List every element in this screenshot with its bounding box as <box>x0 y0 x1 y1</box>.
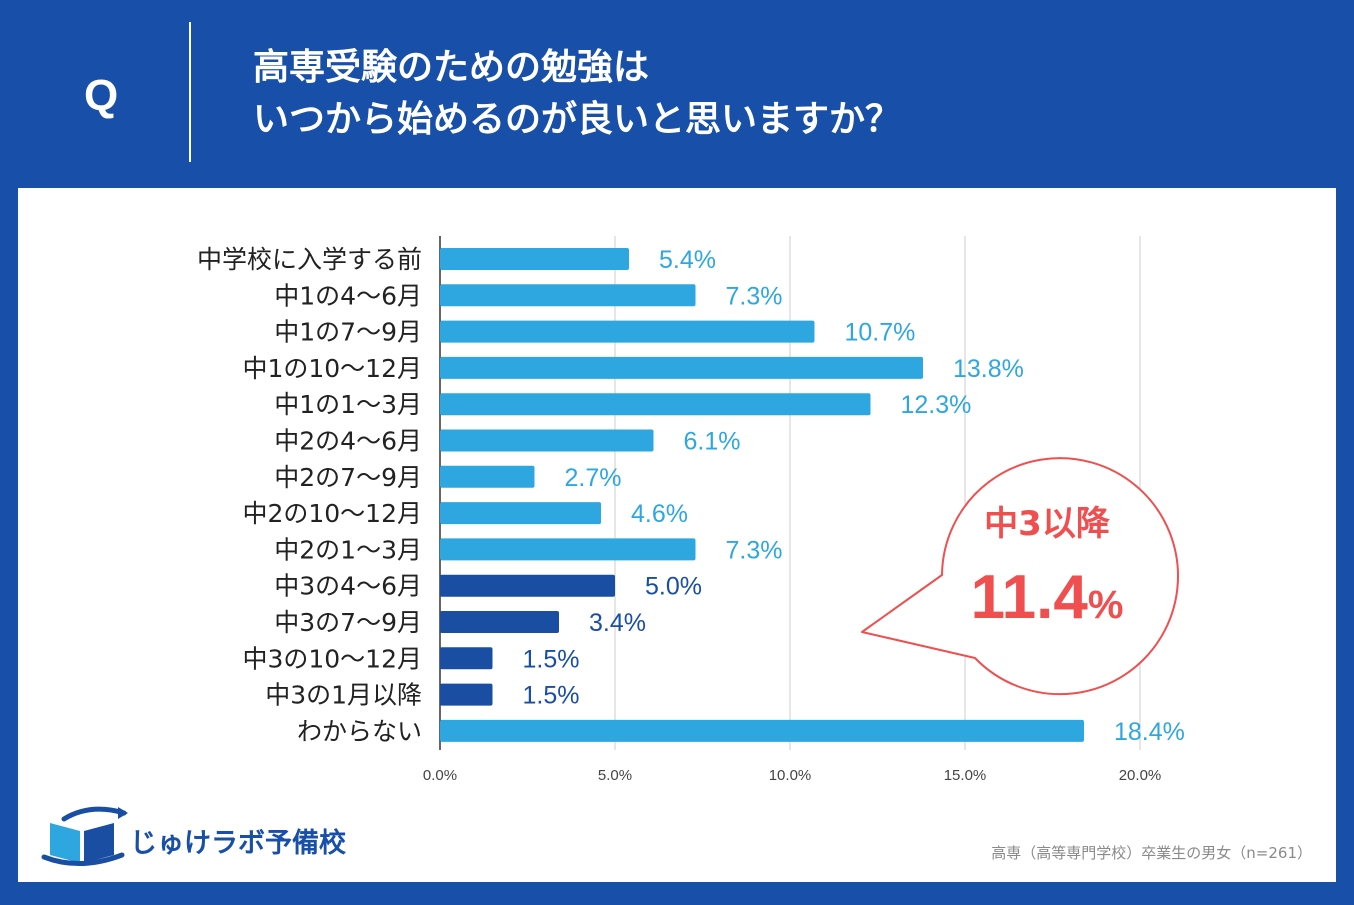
category-label: 中2の1～3月 <box>274 535 422 564</box>
bar <box>440 719 1084 742</box>
data-label: 18.4% <box>1114 718 1185 746</box>
callout-unit: % <box>1088 583 1124 627</box>
data-label: 2.7% <box>565 464 622 492</box>
bar <box>440 429 654 452</box>
bar <box>440 611 559 633</box>
category-label: 中2の10～12月 <box>242 499 422 528</box>
category-label: 中3の4～6月 <box>274 572 422 601</box>
bar <box>440 683 493 706</box>
x-tick-label: 0.0% <box>423 767 457 784</box>
x-tick-label: 20.0% <box>1119 767 1162 784</box>
question-header: Q 高専受験のための勉強は いつから始めるのが良いと思いますか？ <box>0 0 1354 188</box>
brand-logo <box>41 806 128 866</box>
bar <box>440 502 601 525</box>
x-tick-label: 5.0% <box>598 767 632 784</box>
bar <box>440 647 493 670</box>
callout-number: 11.4 <box>971 563 1089 632</box>
category-label: 中1の1～3月 <box>274 390 422 419</box>
question-title-line-2: いつから始めるのが良いと思いますか？ <box>253 99 902 140</box>
category-label: 中1の10～12月 <box>242 354 422 383</box>
bar <box>440 538 696 561</box>
x-tick-label: 15.0% <box>944 767 987 784</box>
callout-label: 中3以降 <box>984 504 1111 544</box>
category-label: 中学校に入学する前 <box>197 245 422 274</box>
bar <box>440 356 923 379</box>
bar <box>440 393 871 416</box>
bar <box>440 574 615 597</box>
data-label: 4.6% <box>631 500 688 528</box>
bar <box>440 320 815 343</box>
data-label: 1.5% <box>523 682 580 710</box>
callout-bubble-shape <box>861 457 1179 696</box>
category-label: わからない <box>297 717 422 746</box>
bar <box>440 465 535 488</box>
data-label: 6.1% <box>684 428 741 456</box>
data-label: 1.5% <box>523 645 580 673</box>
category-label: 中1の4～6月 <box>274 281 422 310</box>
bar <box>440 248 629 270</box>
data-label: 13.8% <box>953 355 1024 383</box>
bar <box>440 284 696 307</box>
data-label: 10.7% <box>845 319 916 347</box>
data-label: 5.0% <box>645 573 702 601</box>
data-label: 7.3% <box>726 282 783 310</box>
x-tick-label: 10.0% <box>769 767 812 784</box>
data-label: 12.3% <box>901 391 972 419</box>
header-divider <box>189 22 191 162</box>
callout-value: 11.4% <box>971 563 1124 632</box>
book-icon <box>41 806 128 866</box>
question-mark: Q <box>84 71 119 120</box>
question-title-line-1: 高専受験のための勉強は <box>253 47 650 88</box>
category-label: 中1の7～9月 <box>274 318 422 347</box>
category-label: 中3の1月以降 <box>265 681 422 710</box>
sample-footnote: 高専（高等専門学校）卒業生の男女（n=261） <box>991 844 1312 862</box>
category-label: 中3の7～9月 <box>274 608 422 637</box>
bar-chart: 0.0% 5.0% 10.0% 15.0% 20.0% 中学校に入学する前 5.4% 中1の4… <box>197 236 1185 784</box>
data-label: 3.4% <box>589 609 646 637</box>
category-label: 中2の4～6月 <box>274 427 422 456</box>
category-label: 中3の10～12月 <box>242 644 422 673</box>
category-label: 中2の7～9月 <box>274 463 422 492</box>
data-label: 5.4% <box>659 246 716 274</box>
brand-name: じゅけラボ予備校 <box>130 828 346 859</box>
data-label: 7.3% <box>726 536 783 564</box>
